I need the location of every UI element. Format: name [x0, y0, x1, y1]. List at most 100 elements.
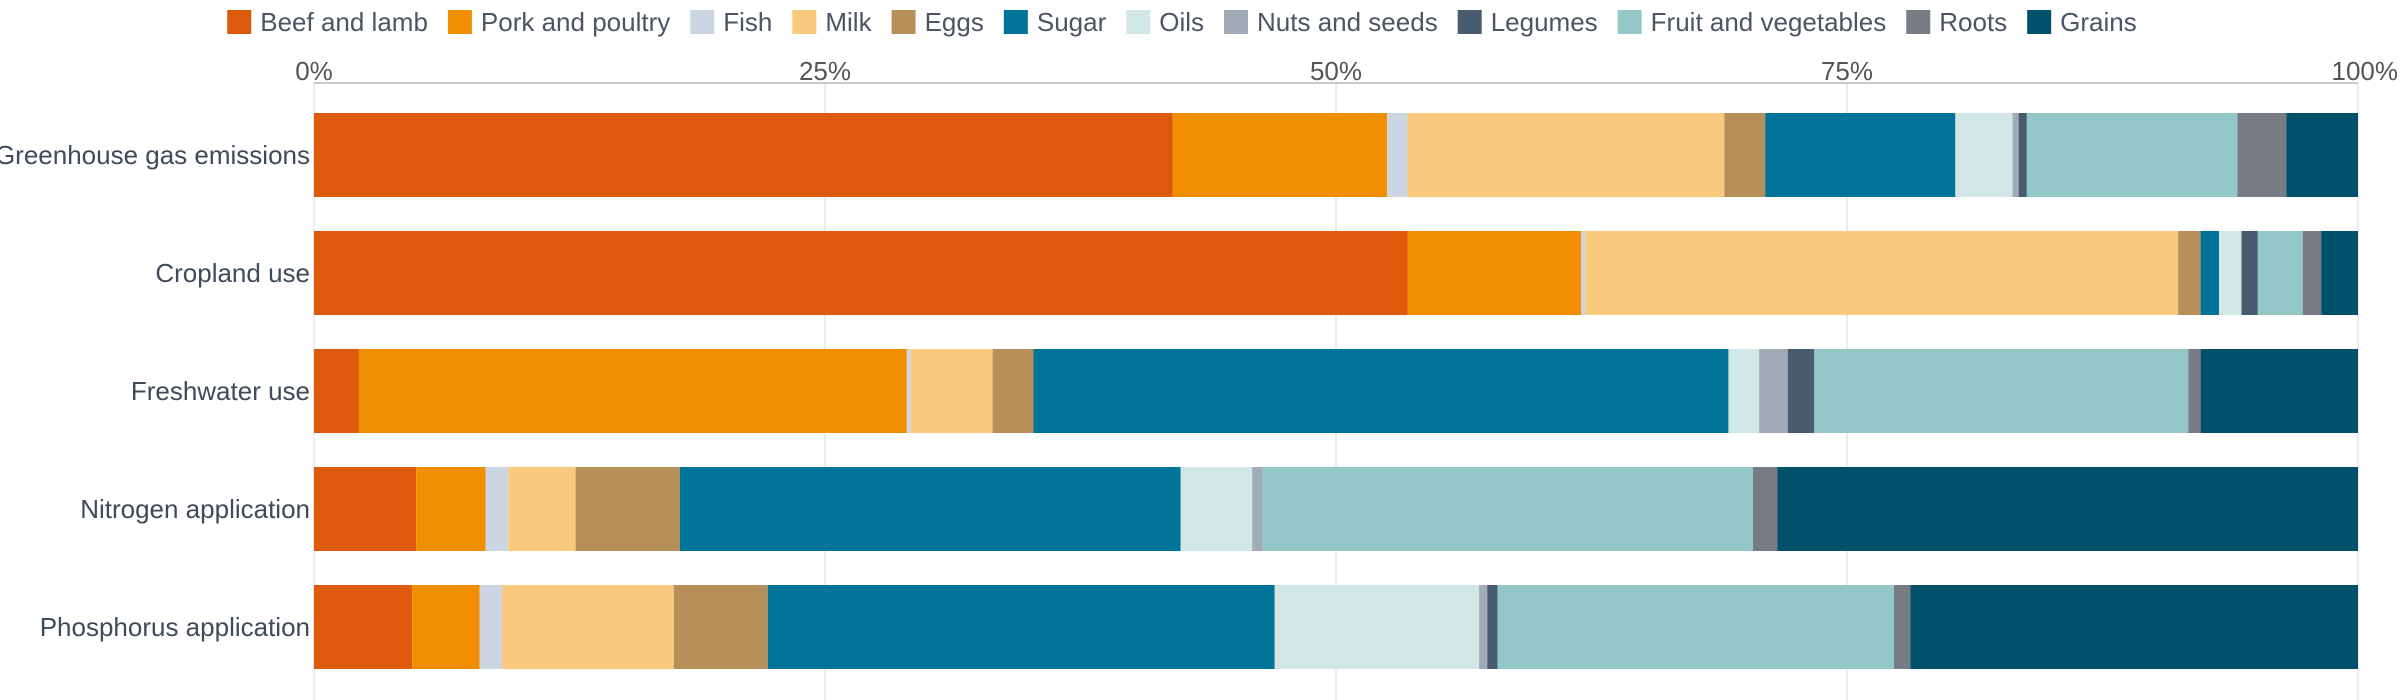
- bar-segment-nuts-and-seeds: [1759, 349, 1788, 433]
- legend-label: Beef and lamb: [260, 7, 428, 37]
- bar-segment-eggs: [1724, 113, 1766, 197]
- legend-label: Fruit and vegetables: [1651, 7, 1887, 37]
- bar-segment-fruit-and-vegetables: [1262, 467, 1753, 551]
- legend-label: Milk: [825, 7, 872, 37]
- bar-segment-roots: [2302, 231, 2322, 315]
- legend-label: Grains: [2060, 7, 2137, 37]
- bar-segment-fruit-and-vegetables: [1814, 349, 2189, 433]
- bar-row-greenhouse-gas-emissions: [314, 113, 2358, 197]
- x-tick-label: 0%: [295, 56, 333, 86]
- bar-segment-sugar: [767, 585, 1275, 669]
- bar-segment-eggs: [673, 585, 768, 669]
- legend-item-eggs: Eggs: [891, 7, 984, 37]
- bar-segment-oils: [2219, 231, 2242, 315]
- bar-segment-fish: [906, 349, 911, 433]
- bar-segment-grains: [2286, 113, 2358, 197]
- category-label: Phosphorus application: [40, 612, 310, 642]
- legend-item-nuts-and-seeds: Nuts and seeds: [1224, 7, 1438, 37]
- legend-item-legumes: Legumes: [1457, 7, 1598, 37]
- bar-segment-roots: [2188, 349, 2201, 433]
- bar-segment-fish: [485, 467, 509, 551]
- category-label: Nitrogen application: [80, 494, 310, 524]
- legend-label: Legumes: [1491, 7, 1598, 37]
- legend-item-grains: Grains: [2027, 7, 2137, 37]
- bar-segment-grains: [2200, 349, 2358, 433]
- bar-row-phosphorus-application: [314, 585, 2358, 669]
- legend-item-beef-and-lamb: Beef and lamb: [227, 7, 428, 37]
- bar-segment-sugar: [1033, 349, 1729, 433]
- legend-label: Oils: [1159, 7, 1204, 37]
- bar-segment-grains: [1910, 585, 2358, 669]
- legend: Beef and lamb Pork and poultry Fish Milk Egg…: [227, 7, 2137, 37]
- legend-item-fish: Fish: [690, 7, 772, 37]
- bar-segment-milk: [1585, 231, 2179, 315]
- bar-segment-fish: [1387, 113, 1408, 197]
- bar-segment-nuts-and-seeds: [1479, 585, 1488, 669]
- legend-item-fruit-and-vegetables: Fruit and vegetables: [1617, 7, 1887, 37]
- x-tick-label: 75%: [1821, 56, 1873, 86]
- bar-segment-eggs: [2178, 231, 2201, 315]
- legend-item-roots: Roots: [1906, 7, 2007, 37]
- bar-segment-nuts-and-seeds: [2012, 113, 2019, 197]
- legend-swatch: [227, 10, 252, 34]
- bar-segment-beef-and-lamb: [314, 231, 1408, 315]
- bar-segment-fruit-and-vegetables: [1497, 585, 1895, 669]
- bar-segment-milk: [1407, 113, 1725, 197]
- legend-swatch: [1617, 10, 1642, 34]
- bar-segment-beef-and-lamb: [314, 467, 417, 551]
- bar-segment-sugar: [1765, 113, 1956, 197]
- legend-label: Sugar: [1037, 7, 1107, 37]
- category-label: Cropland use: [155, 258, 310, 288]
- legend-item-oils: Oils: [1126, 7, 1204, 37]
- bar-segment-roots: [1752, 467, 1778, 551]
- bar-segment-fruit-and-vegetables: [2257, 231, 2303, 315]
- bar-segment-oils: [1728, 349, 1760, 433]
- bar-segment-fruit-and-vegetables: [2026, 113, 2238, 197]
- bar-segment-sugar: [679, 467, 1181, 551]
- bar-segment-eggs: [992, 349, 1034, 433]
- legend-label: Roots: [1939, 7, 2007, 37]
- category-labels: Greenhouse gas emissions Cropland use Fres…: [0, 140, 310, 642]
- bar-segment-fish: [1581, 231, 1586, 315]
- legend-swatch: [1003, 10, 1028, 34]
- bar-segment-beef-and-lamb: [314, 113, 1173, 197]
- legend-label: Fish: [723, 7, 772, 37]
- bar-segment-oils: [1180, 467, 1253, 551]
- bar-segment-pork-and-poultry: [358, 349, 907, 433]
- bar-segment-oils: [1955, 113, 2013, 197]
- bar-segment-milk: [502, 585, 674, 669]
- bar-row-freshwater-use: [314, 349, 2358, 433]
- legend-item-milk: Milk: [792, 7, 873, 37]
- bar-segment-legumes: [2241, 231, 2258, 315]
- bar-segment-beef-and-lamb: [314, 585, 413, 669]
- legend-swatch: [792, 10, 817, 34]
- bar-segment-oils: [1274, 585, 1480, 669]
- bar-segment-legumes: [1487, 585, 1498, 669]
- bar-segment-eggs: [575, 467, 680, 551]
- x-axis-ticks: 0% 25% 50% 75% 100%: [295, 56, 2398, 86]
- bar-row-nitrogen-application: [314, 467, 2358, 551]
- bar-segment-pork-and-poultry: [416, 467, 486, 551]
- legend-swatch: [1224, 10, 1249, 34]
- bar-segment-sugar: [2200, 231, 2220, 315]
- bar-row-cropland-use: [314, 231, 2358, 315]
- bar-segment-grains: [1777, 467, 2358, 551]
- category-label: Greenhouse gas emissions: [0, 140, 310, 170]
- legend-label: Pork and poultry: [481, 7, 670, 37]
- legend-swatch: [1906, 10, 1931, 34]
- legend-item-sugar: Sugar: [1003, 7, 1107, 37]
- bar-segment-nuts-and-seeds: [1252, 467, 1263, 551]
- bar-segment-grains: [2321, 231, 2358, 315]
- x-tick-label: 50%: [1310, 56, 1362, 86]
- legend-swatch: [1126, 10, 1151, 34]
- bar-segment-roots: [2237, 113, 2287, 197]
- bar-segment-legumes: [2018, 113, 2027, 197]
- legend-swatch: [2027, 10, 2052, 34]
- legend-label: Eggs: [925, 7, 984, 37]
- bar-segment-pork-and-poultry: [412, 585, 480, 669]
- bar-segment-roots: [1894, 585, 1911, 669]
- bar-segment-pork-and-poultry: [1172, 113, 1388, 197]
- legend-swatch: [447, 10, 472, 34]
- bar-segment-beef-and-lamb: [314, 349, 359, 433]
